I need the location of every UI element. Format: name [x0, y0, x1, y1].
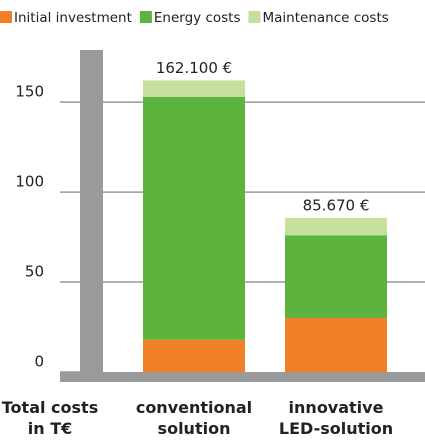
label-line: in T€: [28, 419, 73, 438]
label-line: Total costs: [2, 398, 98, 417]
bar-segment: [285, 318, 387, 372]
y-axis: [80, 50, 103, 382]
legend-swatch: [248, 11, 261, 23]
y-tick-label: 50: [25, 263, 44, 281]
bar-segment: [143, 96, 245, 340]
y-tick-label: 150: [15, 83, 44, 101]
legend-swatch: [0, 11, 12, 23]
bar-segment: [285, 217, 387, 236]
label-line: innovative: [289, 398, 384, 417]
bar-segment: [143, 80, 245, 97]
total-label: 85.670 €: [303, 196, 370, 214]
label-line: solution: [158, 419, 231, 438]
legend-label: Energy costs: [154, 10, 241, 26]
bar-segment: [143, 339, 245, 372]
legend-label: Maintenance costs: [263, 10, 389, 26]
total-label: 162.100 €: [156, 59, 232, 77]
label-line: LED-solution: [279, 419, 393, 438]
bar-segment: [285, 235, 387, 319]
y-axis-label: Total costs in T€: [2, 398, 98, 438]
x-axis: [60, 372, 425, 382]
label-line: conventional: [136, 398, 252, 417]
legend-label: Initial investment: [14, 10, 132, 26]
y-tick-label: 100: [15, 173, 44, 191]
x-tick-label: conventional solution: [136, 398, 252, 438]
x-tick-label: innovative LED-solution: [279, 398, 393, 438]
y-tick-label: 0: [34, 353, 44, 371]
legend-swatch: [139, 11, 152, 23]
